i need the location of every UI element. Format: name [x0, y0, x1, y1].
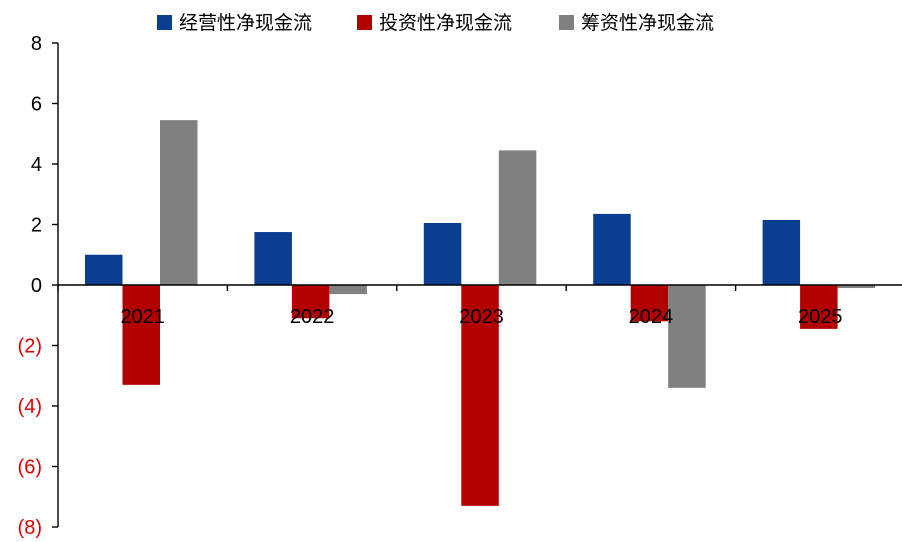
legend-swatch: [357, 15, 372, 30]
legend-label: 经营性净现金流: [179, 12, 312, 34]
bar-2021-series-3: [160, 120, 198, 285]
bar-2021-series-1: [85, 254, 123, 285]
y-tick-label: 6: [31, 94, 42, 116]
bar-2023-series-1: [423, 222, 462, 285]
x-tick-label: 2025: [798, 306, 843, 328]
legend-label: 投资性净现金流: [379, 12, 512, 34]
y-tick-label: 8: [31, 33, 42, 55]
bar-2024-series-2: [630, 285, 669, 322]
bar-2025-series-3: [837, 285, 876, 289]
bar-2025-series-1: [762, 219, 801, 285]
x-tick-label: 2021: [120, 306, 165, 328]
y-axis: 8 6 4 2 0 (2) (4) (6) (8): [18, 33, 59, 539]
y-tick-label: 4: [31, 154, 42, 176]
chart-legend: 经营性净现金流 投资性净现金流 筹资性净现金流: [157, 12, 714, 34]
legend-swatch: [559, 15, 574, 30]
y-tick-label: (6): [18, 457, 42, 479]
x-tick-label: 2024: [629, 306, 674, 328]
y-tick-label: (8): [18, 517, 42, 539]
legend-label: 筹资性净现金流: [581, 12, 714, 34]
bar-2021-series-2: [122, 285, 160, 385]
bar-2023-series-2: [461, 285, 499, 506]
y-tick-label: 2: [31, 215, 42, 237]
bar-2022-series-3: [329, 285, 367, 295]
bar-2024-series-3: [668, 285, 706, 388]
y-tick-label: 0: [31, 275, 42, 297]
bar-2022-series-1: [254, 232, 292, 285]
x-axis: 2021 2022 2023 2024 2025: [57, 284, 902, 328]
bar-2023-series-3: [498, 150, 537, 285]
bar-2025-series-2: [800, 285, 838, 329]
legend-swatch: [157, 15, 172, 30]
bars: [85, 120, 876, 506]
bar-2022-series-2: [291, 285, 330, 319]
x-tick-label: 2022: [290, 306, 335, 328]
bar-2024-series-1: [593, 213, 631, 285]
x-tick-label: 2023: [459, 306, 504, 328]
y-tick-label: (4): [18, 396, 42, 418]
y-tick-label: (2): [18, 336, 42, 358]
